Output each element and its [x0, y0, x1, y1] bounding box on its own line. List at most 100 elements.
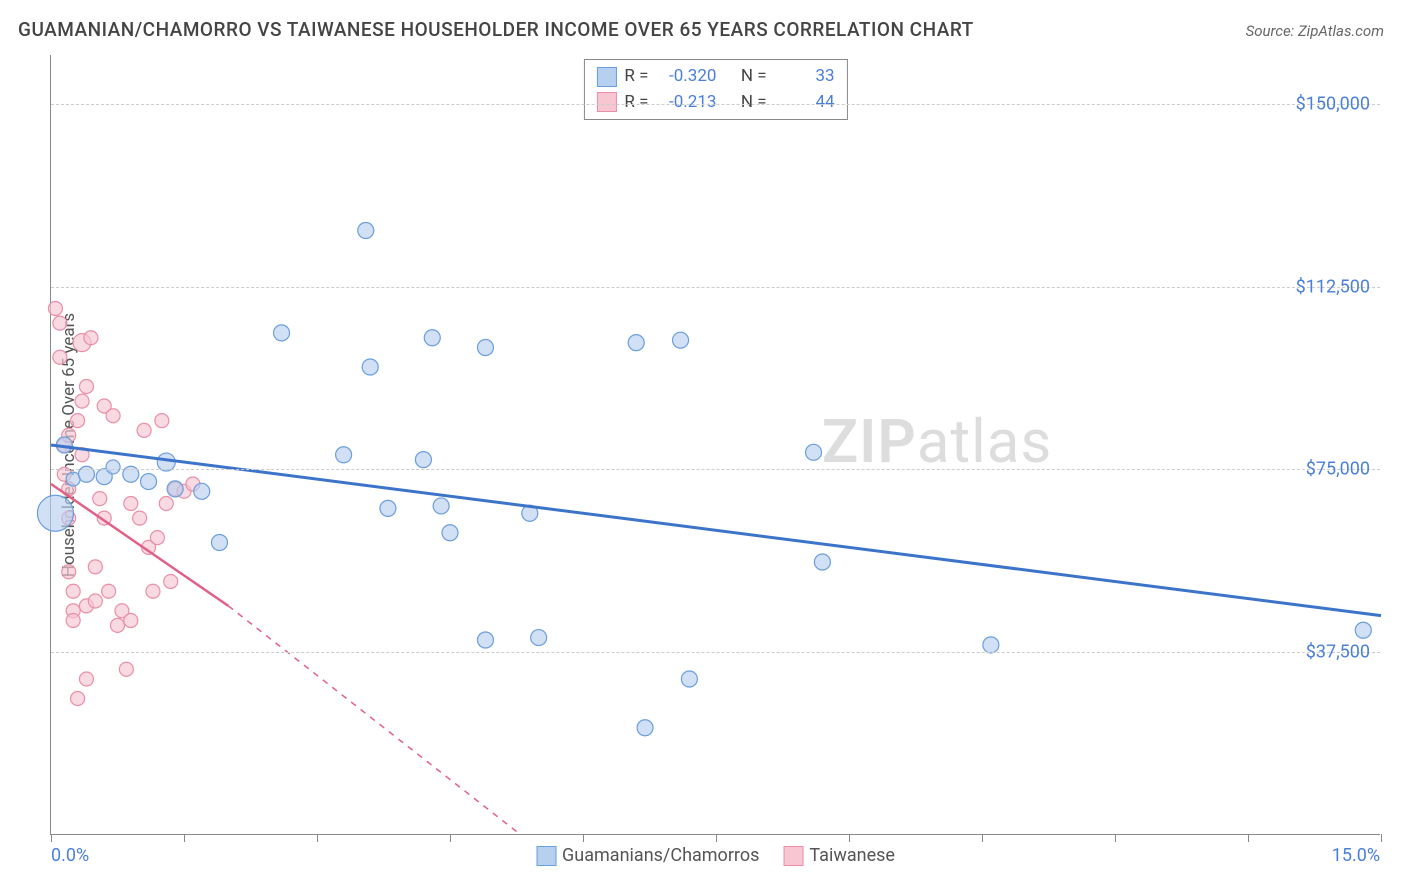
- data-point: [124, 497, 138, 511]
- data-point: [983, 637, 999, 653]
- n-value-guamanian: 33: [775, 64, 835, 90]
- data-point: [71, 414, 85, 428]
- x-axis-start-label: 0.0%: [51, 845, 89, 866]
- swatch-taiwanese: [596, 92, 616, 112]
- data-point: [477, 632, 493, 648]
- chart-container: GUAMANIAN/CHAMORRO VS TAIWANESE HOUSEHOL…: [0, 0, 1406, 892]
- data-point: [141, 474, 157, 490]
- data-point: [274, 325, 290, 341]
- scatter-svg: [51, 55, 1380, 834]
- bottom-legend: Guamanians/Chamorros Taiwanese: [536, 845, 895, 866]
- data-point: [37, 495, 73, 531]
- data-point: [194, 483, 210, 499]
- plot-area: Householder Income Over 65 years ZIPatla…: [50, 55, 1380, 835]
- data-point: [477, 340, 493, 356]
- grid-line: [51, 104, 1380, 105]
- chart-title: GUAMANIAN/CHAMORRO VS TAIWANESE HOUSEHOL…: [18, 18, 974, 41]
- r-value-guamanian: -0.320: [656, 64, 716, 90]
- data-point: [124, 614, 138, 628]
- data-point: [146, 584, 160, 598]
- data-point: [106, 460, 120, 474]
- data-point: [681, 671, 697, 687]
- legend-swatch-taiwanese: [783, 846, 803, 866]
- x-tick: [1248, 834, 1249, 842]
- data-point: [79, 380, 93, 394]
- x-tick: [716, 834, 717, 842]
- n-label: N =: [741, 64, 767, 90]
- legend-item-taiwanese: Taiwanese: [783, 845, 895, 866]
- data-point: [79, 672, 93, 686]
- data-point: [336, 447, 352, 463]
- x-tick: [184, 834, 185, 842]
- r-label-2: R =: [624, 90, 648, 116]
- data-point: [93, 492, 107, 506]
- stats-row-guamanian: R = -0.320 N = 33: [596, 64, 834, 90]
- data-point: [442, 525, 458, 541]
- grid-line: [51, 287, 1380, 288]
- grid-line: [51, 469, 1380, 470]
- n-value-taiwanese: 44: [775, 90, 835, 116]
- x-tick: [450, 834, 451, 842]
- y-tick-label: $112,500: [1296, 276, 1370, 297]
- legend-item-guamanian: Guamanians/Chamorros: [536, 845, 759, 866]
- y-tick-label: $75,000: [1306, 459, 1370, 480]
- data-point: [415, 452, 431, 468]
- r-label: R =: [624, 64, 648, 90]
- n-label-2: N =: [741, 90, 767, 116]
- data-point: [62, 565, 76, 579]
- data-point: [137, 423, 151, 437]
- trend-line: [51, 445, 1381, 616]
- data-point: [637, 720, 653, 736]
- data-point: [75, 394, 89, 408]
- data-point: [806, 444, 822, 460]
- data-point: [106, 409, 120, 423]
- data-point: [433, 498, 449, 514]
- data-point: [66, 614, 80, 628]
- data-point: [48, 302, 62, 316]
- grid-line: [51, 652, 1380, 653]
- x-axis-end-label: 15.0%: [1332, 845, 1380, 866]
- data-point: [119, 662, 133, 676]
- data-point: [1355, 622, 1371, 638]
- stats-legend-box: R = -0.320 N = 33 R = -0.213 N = 44: [583, 59, 847, 120]
- data-point: [673, 332, 689, 348]
- data-point: [531, 630, 547, 646]
- data-point: [88, 560, 102, 574]
- data-point: [362, 359, 378, 375]
- data-point: [84, 331, 98, 345]
- data-point: [628, 335, 644, 351]
- data-point: [88, 594, 102, 608]
- data-point: [814, 554, 830, 570]
- x-tick: [982, 834, 983, 842]
- data-point: [133, 511, 147, 525]
- legend-label-guamanian: Guamanians/Chamorros: [562, 845, 759, 866]
- swatch-guamanian: [596, 67, 616, 87]
- data-point: [380, 500, 396, 516]
- data-point: [53, 350, 67, 364]
- data-point: [150, 531, 164, 545]
- data-point: [424, 330, 440, 346]
- x-tick: [51, 834, 52, 842]
- source-label: Source: ZipAtlas.com: [1246, 22, 1384, 40]
- data-point: [159, 497, 173, 511]
- data-point: [155, 414, 169, 428]
- r-value-taiwanese: -0.213: [656, 90, 716, 116]
- y-tick-label: $150,000: [1296, 93, 1370, 114]
- data-point: [102, 584, 116, 598]
- legend-label-taiwanese: Taiwanese: [809, 845, 895, 866]
- data-point: [358, 223, 374, 239]
- data-point: [211, 535, 227, 551]
- stats-row-taiwanese: R = -0.213 N = 44: [596, 90, 834, 116]
- data-point: [71, 692, 85, 706]
- y-tick-label: $37,500: [1306, 642, 1370, 663]
- data-point: [53, 316, 67, 330]
- data-point: [66, 584, 80, 598]
- data-point: [167, 481, 183, 497]
- data-point: [164, 575, 178, 589]
- x-tick: [317, 834, 318, 842]
- legend-swatch-guamanian: [536, 846, 556, 866]
- x-tick: [1115, 834, 1116, 842]
- x-tick: [1381, 834, 1382, 842]
- data-point: [111, 618, 125, 632]
- x-tick: [849, 834, 850, 842]
